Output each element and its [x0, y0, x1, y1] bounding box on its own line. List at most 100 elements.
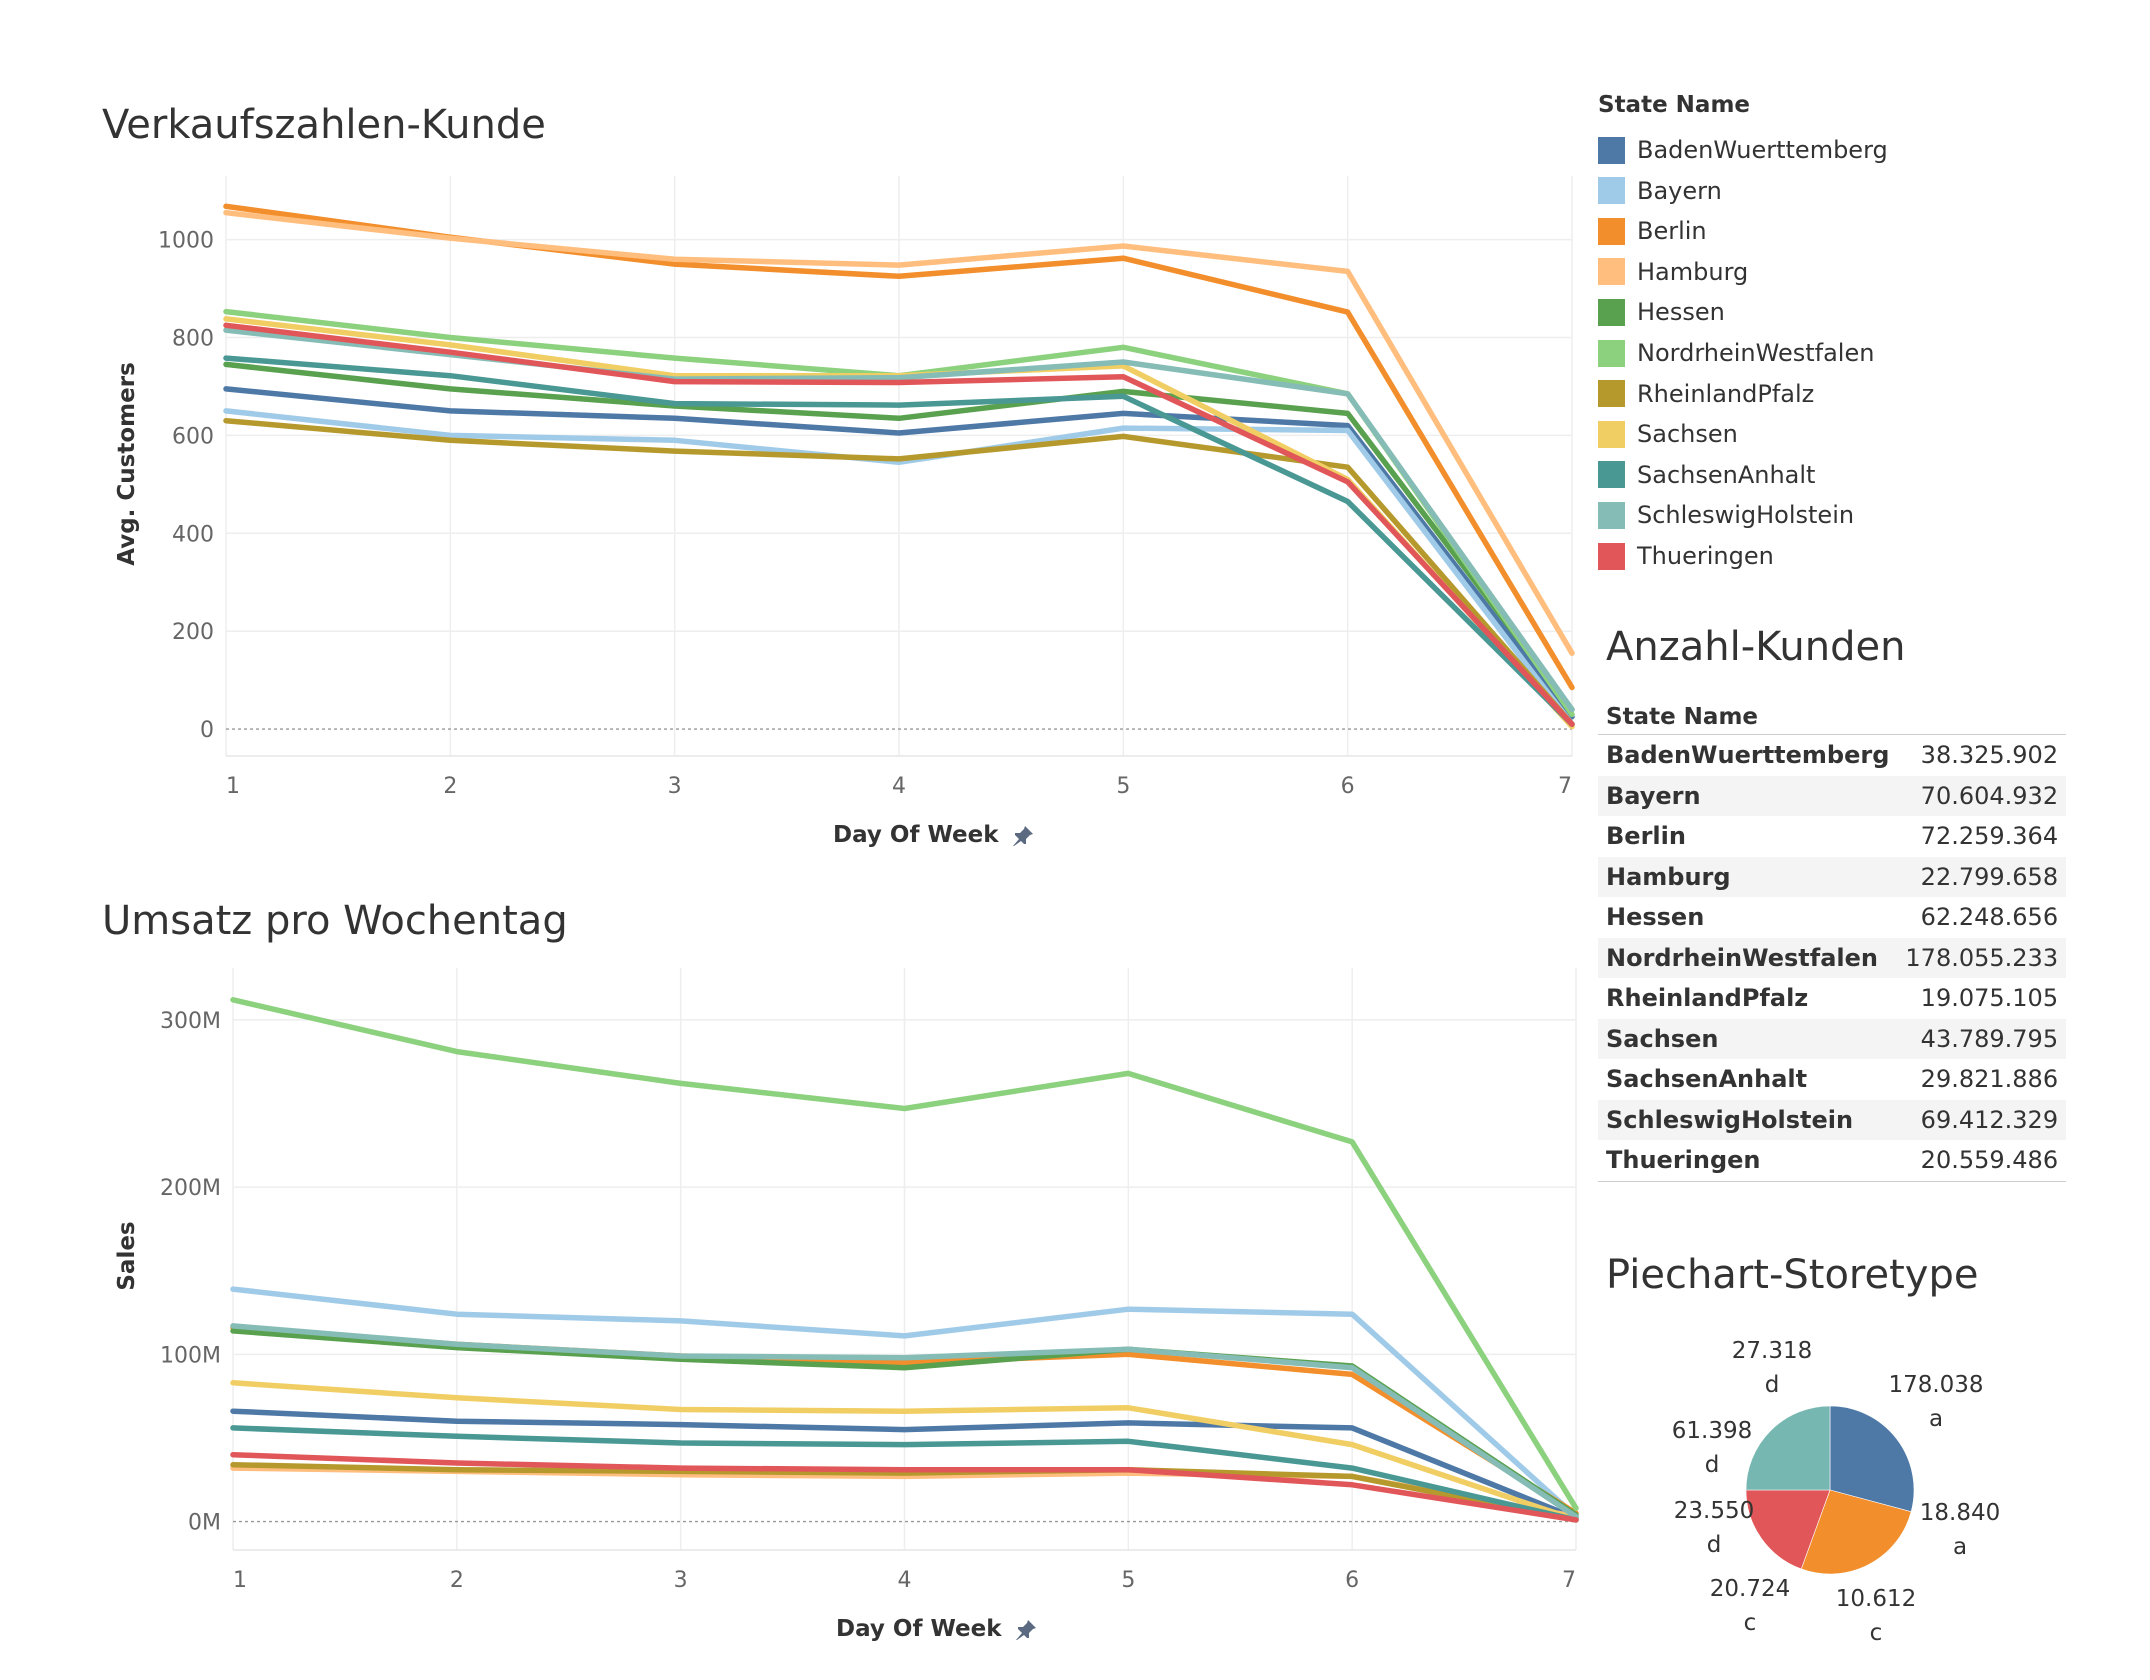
table-cell-state: NordrheinWestfalen — [1598, 937, 1898, 978]
legend-label: SchleswigHolstein — [1637, 501, 1855, 530]
x-tick-label: 6 — [1341, 774, 1355, 799]
y-tick-label: 400 — [172, 522, 214, 547]
series-line-BadenWuerttemberg[interactable] — [223, 386, 1575, 720]
series-line-BadenWuerttemberg[interactable] — [230, 1408, 1579, 1521]
table-cell-value: 62.248.656 — [1920, 903, 2059, 932]
series-line-Hessen[interactable] — [223, 361, 1575, 713]
y-tick-label: 0 — [200, 718, 214, 743]
table-cell-state: Sachsen — [1598, 1018, 1898, 1059]
table-cell-value: 38.325.902 — [1920, 741, 2059, 770]
pie-slice[interactable] — [1745, 1405, 1831, 1491]
table-cell-value: 19.075.105 — [1920, 984, 2059, 1013]
pie-label-value: 20.724 — [1709, 1576, 1791, 1602]
x-tick-label: 7 — [1562, 1568, 1576, 1593]
y-tick-label: 0M — [188, 1511, 221, 1536]
table-cell-value: 72.259.364 — [1920, 822, 2059, 851]
legend-item[interactable]: NordrheinWestfalen — [1598, 335, 1874, 371]
legend-item[interactable]: Bayern — [1598, 173, 1722, 209]
pie-slice-label: 178.038 a — [1886, 1368, 1986, 1436]
legend-swatch — [1598, 542, 1625, 570]
series-line-RheinlandPfalz[interactable] — [223, 417, 1575, 727]
pie-slice-label: 27.318 d — [1722, 1334, 1822, 1402]
table-cell-state: Berlin — [1606, 822, 1686, 851]
pie-slice-label: 61.398 d — [1662, 1414, 1762, 1482]
table-cell-value: 69.412.329 — [1897, 1099, 2067, 1140]
pie-label-value: 61.398 — [1671, 1418, 1753, 1444]
y-tick-label: 200 — [172, 620, 214, 645]
legend-swatch — [1598, 177, 1625, 205]
pin-icon[interactable] — [1014, 1618, 1036, 1640]
legend-swatch — [1598, 136, 1625, 164]
series-line-SachsenAnhalt[interactable] — [223, 355, 1575, 727]
series-line-Thueringen[interactable] — [223, 322, 1575, 727]
table-row: Berlin 72.259.364 — [1598, 816, 2066, 857]
table-row: BadenWuerttemberg 38.325.902 — [1598, 735, 2066, 776]
chart2-svg: 0M 100M 200M 300M 1 2 3 4 5 6 7 — [160, 968, 1579, 1593]
table-row: Hamburg 22.799.658 — [1598, 856, 2067, 897]
legend-item[interactable]: Sachsen — [1598, 416, 1738, 452]
table-header-value — [1897, 700, 2067, 735]
series-line-NordrheinWestfalen[interactable] — [230, 997, 1579, 1511]
table-row: Bayern 70.604.932 — [1598, 775, 2067, 816]
chart2-x-axis-title-wrap: Day Of Week — [836, 1616, 1036, 1642]
series-line-SachsenAnhalt[interactable] — [230, 1425, 1579, 1523]
pie-label-category: c — [1743, 1610, 1757, 1636]
pie-slice[interactable] — [1829, 1405, 1915, 1513]
pie-slice[interactable] — [1745, 1489, 1831, 1570]
pie-label-category: d — [1706, 1532, 1722, 1558]
pie-label-category: c — [1869, 1620, 1883, 1646]
table-cell-value: 29.821.886 — [1920, 1065, 2059, 1094]
legend-swatch — [1598, 380, 1625, 408]
series-line-Bayern[interactable] — [223, 408, 1575, 727]
series-line-Hamburg[interactable] — [223, 209, 1575, 656]
x-tick-label: 2 — [443, 774, 457, 799]
legend-item[interactable]: Hamburg — [1598, 254, 1748, 290]
pie-label-value: 27.318 — [1731, 1338, 1813, 1364]
table-cell-state: Hamburg — [1598, 856, 1898, 897]
table-cell-state: SchleswigHolstein — [1598, 1099, 1898, 1140]
table-cell-state: BadenWuerttemberg — [1606, 741, 1890, 770]
y-tick-label: 600 — [172, 424, 214, 449]
pie-title: Piechart-Storetype — [1606, 1252, 1979, 1298]
x-tick-label: 3 — [674, 1568, 688, 1593]
table-row: NordrheinWestfalen 178.055.233 — [1598, 937, 2067, 978]
table-cell-state: Thueringen — [1606, 1146, 1761, 1175]
series-line-Sachsen[interactable] — [230, 1380, 1579, 1523]
customer-table-wrap: State Name BadenWuerttemberg 38.325.902 Ba… — [1598, 700, 2067, 1182]
pie-slice-label: 10.612 c — [1826, 1582, 1926, 1650]
pie-slice-label: 23.550 d — [1664, 1494, 1764, 1562]
legend-label: Thueringen — [1637, 542, 1774, 570]
table-cell-value: 70.604.932 — [1897, 775, 2067, 816]
series-line-RheinlandPfalz[interactable] — [230, 1461, 1579, 1523]
legend-item[interactable]: SachsenAnhalt — [1598, 457, 1815, 493]
legend-swatch — [1598, 420, 1625, 448]
pie-label-category: d — [1704, 1452, 1720, 1478]
pie-label-value: 18.840 — [1919, 1500, 2001, 1526]
legend-label: RheinlandPfalz — [1637, 379, 1815, 408]
pie-slice[interactable] — [1800, 1489, 1912, 1575]
series-line-Bayern[interactable] — [230, 1286, 1579, 1520]
pie-label-category: a — [1928, 1406, 1944, 1432]
legend-item[interactable]: RheinlandPfalz — [1598, 376, 1814, 412]
legend-label: Hamburg — [1637, 257, 1749, 286]
legend-item[interactable]: Hessen — [1598, 294, 1725, 330]
legend-item[interactable]: SchleswigHolstein — [1598, 497, 1854, 533]
table-cell-state: RheinlandPfalz — [1606, 984, 1809, 1013]
chart1-x-axis-title-wrap: Day Of Week — [833, 822, 1033, 848]
series-line-Thueringen[interactable] — [230, 1451, 1579, 1523]
table-row: Hessen 62.248.656 — [1598, 897, 2066, 938]
legend: State Name BadenWuerttemberg Bayern Berlin… — [1598, 92, 2018, 572]
series-line-SchleswigHolstein[interactable] — [230, 1323, 1579, 1520]
x-tick-label: 1 — [226, 774, 240, 799]
legend-swatch — [1598, 258, 1625, 286]
legend-item[interactable]: Berlin — [1598, 213, 1707, 249]
table-header-row: State Name — [1598, 700, 2067, 735]
legend-label: SachsenAnhalt — [1637, 460, 1816, 489]
legend-item[interactable]: BadenWuerttemberg — [1598, 132, 1888, 168]
legend-item[interactable]: Thueringen — [1598, 538, 1774, 574]
chart2-y-axis-title: Sales — [114, 1221, 140, 1291]
pin-icon[interactable] — [1011, 824, 1033, 846]
table-cell-state: SachsenAnhalt — [1606, 1065, 1808, 1094]
table-row: Thueringen 20.559.486 — [1598, 1140, 2067, 1181]
chart2-title: Umsatz pro Wochentag — [102, 898, 568, 944]
